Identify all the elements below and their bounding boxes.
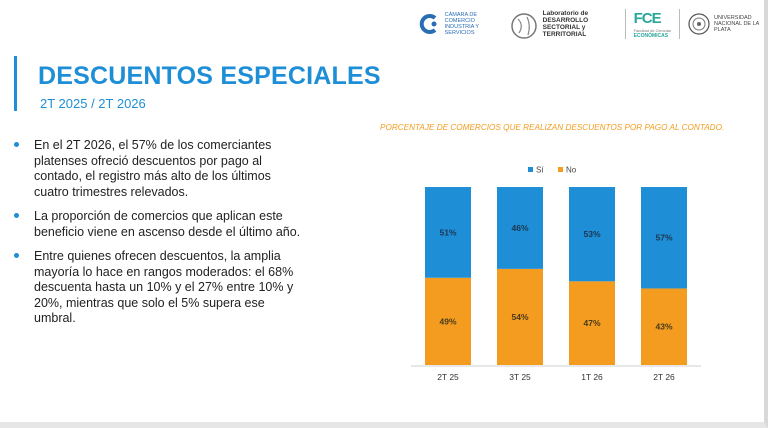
data-label-no: 54% [511, 312, 528, 322]
unlp-logo-text: Universidad Nacional de La Plata [714, 15, 760, 33]
fce-logo-mark: FCE [633, 9, 662, 27]
bullet-icon [14, 142, 19, 147]
camara-logo-icon [419, 14, 437, 34]
laboratorio-logo: Laboratorio de DESARROLLO SECTORIAL y TE… [509, 7, 617, 41]
bar-no [569, 281, 615, 365]
camara-logo-text: Cámara de Comercio Industria y Servicios [444, 12, 479, 36]
bullet-icon [14, 213, 19, 218]
fce-logo-sub2: ECONÓMICAS [633, 32, 669, 39]
bar-si [425, 187, 471, 278]
header-logos: Cámara de Comercio Industria y Servicios… [417, 6, 760, 42]
legend-label: Sí [536, 166, 544, 175]
bullet-text: Entre quienes ofrecen descuentos, la amp… [34, 249, 294, 325]
slide-title: DESCUENTOS ESPECIALES [38, 62, 381, 90]
laboratorio-logo-text: Laboratorio de DESARROLLO SECTORIAL y TE… [542, 10, 589, 38]
stacked-bar-chart: Sí No 49% 51% 2T 25 54% 46% 3T 25 47% 53% 1T 26 43%… [411, 166, 701, 382]
data-label-no: 43% [655, 322, 672, 332]
title-accent-bar [14, 56, 17, 111]
x-tick-label: 3T 25 [509, 372, 531, 382]
bullet-item: En el 2T 2026, el 57% de los comerciante… [14, 138, 304, 200]
x-tick-label: 2T 25 [437, 372, 459, 382]
x-tick-label: 2T 26 [653, 372, 675, 382]
legend-swatch-no [558, 167, 563, 172]
data-label-si: 51% [439, 227, 456, 237]
data-label-no: 47% [583, 318, 600, 328]
data-label-no: 49% [439, 316, 456, 326]
bullet-icon [14, 253, 19, 258]
x-tick-label: 1T 26 [581, 372, 603, 382]
bullet-item: La proporción de comercios que aplican e… [14, 209, 304, 240]
chart-title: PORCENTAJE DE COMERCIOS QUE REALIZAN DES… [380, 123, 725, 132]
bar-no [425, 277, 471, 365]
unlp-logo: Universidad Nacional de La Plata [688, 13, 760, 35]
data-label-si: 57% [655, 233, 672, 243]
data-label-si: 46% [511, 223, 528, 233]
logo-divider [624, 9, 626, 39]
bar-no [497, 268, 543, 365]
bullet-text: En el 2T 2026, el 57% de los comerciante… [34, 138, 272, 199]
logo-divider [679, 9, 680, 39]
slide-subtitle: 2T 2025 / 2T 2026 [40, 96, 146, 111]
bullet-text: La proporción de comercios que aplican e… [34, 209, 301, 239]
unlp-seal-icon [688, 13, 710, 35]
data-label-si: 53% [583, 229, 600, 239]
legend-swatch-si [528, 167, 533, 172]
bar-si [641, 187, 687, 289]
fce-logo-sub: Facultad de Ciencias [633, 27, 671, 33]
bullet-list: En el 2T 2026, el 57% de los comerciante… [14, 138, 304, 336]
bar-si [569, 187, 615, 282]
legend-label: No [566, 166, 577, 175]
bar-no [641, 288, 687, 365]
camara-logo: Cámara de Comercio Industria y Servicios [417, 12, 501, 36]
fce-logo: FCE Facultad de Ciencias ECONÓMICAS [634, 10, 671, 39]
bar-si [497, 187, 543, 269]
bullet-item: Entre quienes ofrecen descuentos, la amp… [14, 249, 304, 327]
laboratorio-globe-icon [510, 13, 537, 39]
